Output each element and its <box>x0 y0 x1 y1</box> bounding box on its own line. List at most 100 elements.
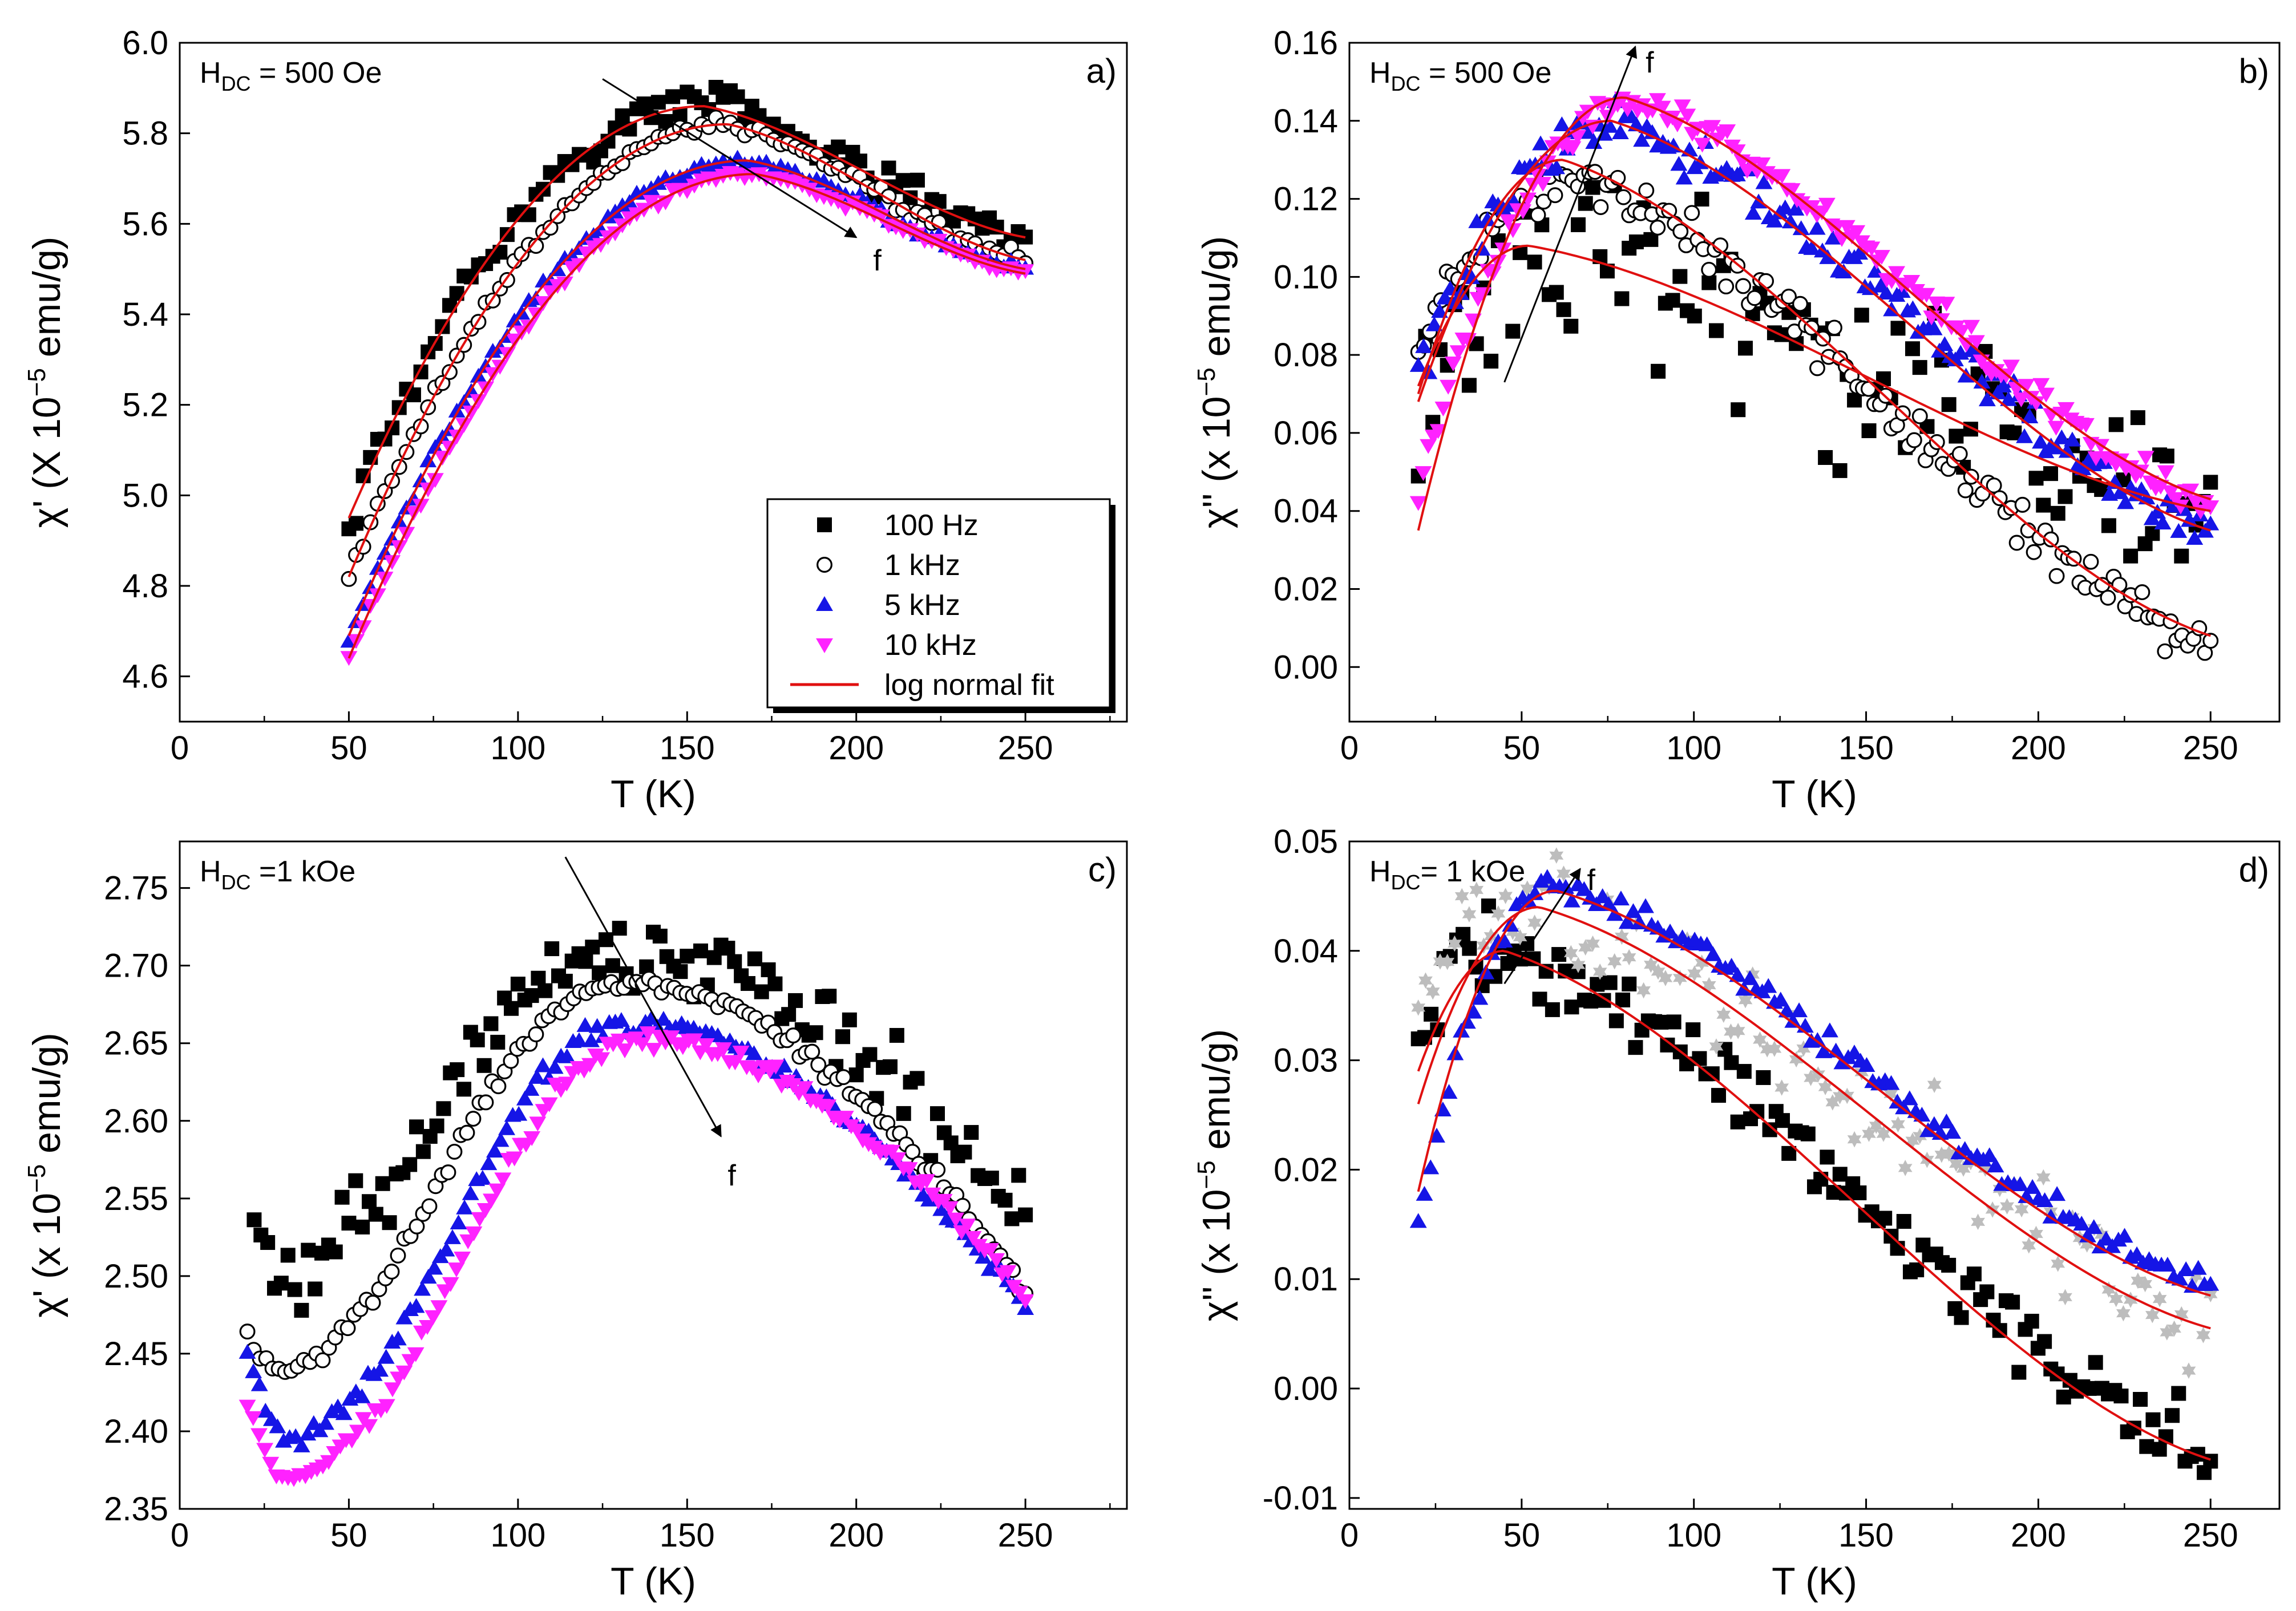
series-10-khz <box>239 1026 1034 1487</box>
data-point-square <box>2165 1408 2180 1423</box>
field-annotation-value: =1 kOe <box>251 855 356 888</box>
data-point-triangle-down <box>541 285 559 301</box>
data-point-square <box>1701 275 1717 290</box>
data-point-triangle-up <box>1895 1099 1913 1115</box>
data-point-square <box>402 1157 418 1172</box>
data-point-triangle-up <box>1585 133 1603 149</box>
data-point-triangle-up <box>492 1132 510 1147</box>
data-point-square <box>605 958 620 973</box>
data-point-triangle-up <box>1723 957 1740 973</box>
data-point-star <box>1448 935 1462 952</box>
data-point-triangle-up <box>1994 377 2012 392</box>
data-point-triangle-up <box>2073 1216 2091 1231</box>
data-point-triangle-up <box>1662 924 1679 939</box>
data-point-triangle-down <box>239 1399 256 1415</box>
data-point-triangle-up <box>1901 1090 1918 1106</box>
data-point-star <box>2181 1362 2196 1379</box>
data-point-square <box>1578 196 1593 211</box>
x-tick-label: 250 <box>998 1517 1053 1554</box>
frequency-arrow <box>564 856 722 1138</box>
y-tick-label: 5.6 <box>122 205 168 242</box>
data-point-triangle-up <box>775 1058 793 1073</box>
data-point-triangle-up <box>1538 869 1556 884</box>
field-annotation-H: H <box>200 56 221 90</box>
data-point-circle <box>1911 408 1928 424</box>
panel-label: c) <box>1088 851 1117 889</box>
data-point-triangle-up <box>1978 391 1996 407</box>
y-axis-label-unit: emu/g) <box>1195 1029 1238 1161</box>
data-point-triangle-up <box>1594 888 1611 903</box>
data-point-triangle-down <box>407 1347 425 1362</box>
data-point-triangle-up <box>1624 903 1642 918</box>
data-point-triangle-down <box>1903 274 1921 290</box>
x-tick-label: 150 <box>1838 730 1894 767</box>
data-point-triangle-down <box>1783 183 1801 199</box>
data-point-star <box>1854 1064 1869 1080</box>
data-point-square <box>2133 1392 2148 1407</box>
data-point-square <box>741 976 755 991</box>
data-point-triangle-down <box>941 1201 959 1216</box>
x-axis-label: T (K) <box>1772 1560 1857 1603</box>
data-layer <box>239 921 1034 1487</box>
x-tick-label: 100 <box>490 1517 545 1554</box>
y-axis-label-exponent: −5 <box>23 1164 51 1193</box>
data-point-circle <box>409 1218 425 1234</box>
data-point-star <box>1586 935 1600 952</box>
data-point-square <box>2123 548 2139 564</box>
data-point-circle <box>1592 199 1609 215</box>
data-point-triangle-down <box>361 1419 378 1434</box>
legend: 100 Hz 1 kHz 5 kHz 10 kHz log normal fit <box>766 498 1115 713</box>
log-normal-fit-curve <box>347 123 1026 577</box>
y-tick-label: 0.10 <box>1274 258 1338 296</box>
data-point-triangle-up <box>1858 1057 1875 1072</box>
y-tick-label: 2.35 <box>104 1491 168 1528</box>
data-point-star <box>2058 1289 2072 1306</box>
data-point-triangle-up <box>448 402 466 418</box>
data-point-circle <box>810 1057 827 1073</box>
data-point-triangle-down <box>633 1037 651 1053</box>
data-point-circle <box>785 1027 802 1044</box>
data-point-triangle-down <box>262 1456 280 1472</box>
x-tick-label: 0 <box>171 730 189 767</box>
data-point-triangle-up <box>1440 1084 1458 1099</box>
data-point-square <box>1583 993 1599 1009</box>
frequency-arrow-label: f <box>873 244 882 277</box>
data-point-square <box>436 1101 451 1116</box>
data-point-star <box>1563 945 1578 962</box>
data-point-square <box>1979 1284 1995 1300</box>
log-normal-fit-curve <box>347 159 1026 637</box>
data-point-triangle-up <box>1782 213 1800 229</box>
data-point-star <box>2072 1229 2087 1246</box>
data-point-circle <box>1906 432 1922 448</box>
data-point-triangle-down <box>1429 424 1447 439</box>
x-tick-label: 200 <box>2011 1517 2066 1554</box>
data-point-square <box>909 1071 925 1086</box>
x-tick-label: 150 <box>1838 1517 1894 1554</box>
x-tick-label: 150 <box>660 1517 715 1554</box>
data-point-star <box>1644 956 1658 973</box>
data-point-square <box>476 1058 492 1073</box>
data-point-triangle-down <box>2057 402 2075 417</box>
data-point-triangle-down <box>425 1310 442 1325</box>
data-point-triangle-up <box>1465 1003 1482 1019</box>
data-point-triangle-down <box>1414 466 1432 481</box>
data-point-square <box>1730 1114 1745 1130</box>
data-point-triangle-up <box>2181 512 2198 527</box>
field-annotation-value: = 1 kOe <box>1421 855 1526 888</box>
data-point-circle <box>341 570 357 587</box>
data-point-triangle-down <box>1409 496 1427 511</box>
data-point-triangle-down <box>430 1300 448 1315</box>
data-point-square <box>650 95 666 110</box>
data-point-circle <box>503 1053 519 1069</box>
x-tick-label: 200 <box>828 1517 884 1554</box>
frequency-arrow-label: f <box>727 1159 736 1192</box>
data-point-square <box>930 1106 945 1122</box>
data-point-triangle-up <box>583 1032 600 1047</box>
data-point-star <box>1433 953 1448 970</box>
data-point-triangle-up <box>1936 336 1954 351</box>
data-point-triangle-down <box>378 1399 395 1414</box>
data-point-square <box>1570 217 1586 232</box>
data-point-triangle-up <box>570 1032 588 1047</box>
data-point-square <box>1711 1088 1727 1103</box>
data-point-circle <box>365 1294 381 1311</box>
